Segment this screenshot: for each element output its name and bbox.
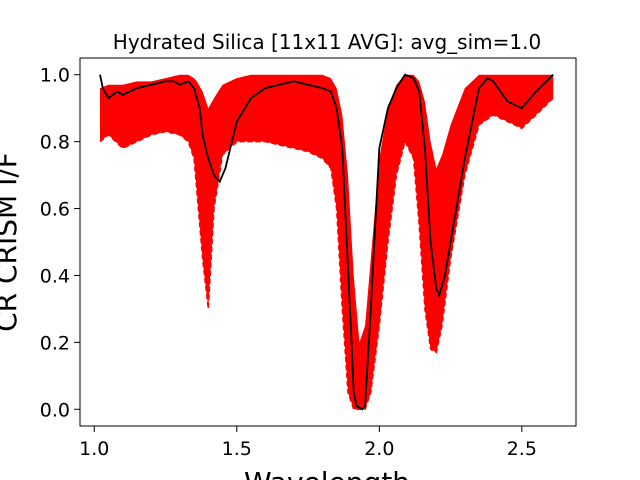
envelope-band [100,74,554,410]
chart-title: Hydrated Silica [11x11 AVG]: avg_sim=1.0 [113,30,541,54]
mean-spectrum-line [99,73,554,411]
y-axis-label: CR CRISM I/F [0,152,23,332]
axes-frame [79,57,577,427]
y-axis-ticks: 0.0 0.2 0.4 0.6 0.8 1.0 [40,65,80,421]
y-tick-label: 0.2 [40,332,70,354]
y-tick-label: 0.6 [40,199,70,221]
plot-area [99,73,554,411]
x-tick-label: 1.0 [79,438,109,460]
y-tick-label: 0.0 [40,399,70,421]
x-tick-label: 2.5 [507,438,537,460]
y-tick-label: 0.4 [40,265,70,287]
x-axis-label: Wavelength [244,466,410,480]
y-tick-label: 1.0 [40,65,70,87]
y-tick-label: 0.8 [40,132,70,154]
envelope-lower-dashed-line [99,97,554,411]
x-tick-label: 2.0 [364,438,394,460]
x-tick-label: 1.5 [222,438,252,460]
x-axis-ticks: 1.0 1.5 2.0 2.5 [79,426,537,460]
